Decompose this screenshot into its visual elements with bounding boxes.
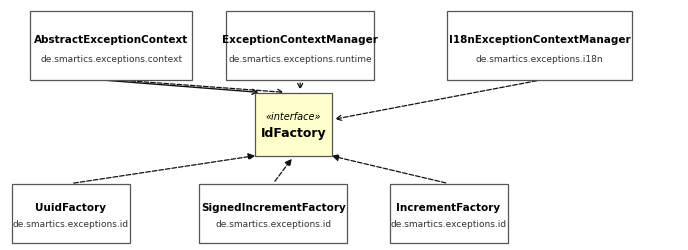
Text: de.smartics.exceptions.i18n: de.smartics.exceptions.i18n bbox=[475, 54, 603, 64]
FancyBboxPatch shape bbox=[30, 12, 193, 81]
FancyBboxPatch shape bbox=[12, 184, 130, 242]
Text: «interface»: «interface» bbox=[266, 111, 321, 121]
Text: UuidFactory: UuidFactory bbox=[36, 202, 107, 212]
Text: de.smartics.exceptions.context: de.smartics.exceptions.context bbox=[41, 54, 182, 64]
FancyBboxPatch shape bbox=[226, 12, 374, 81]
FancyBboxPatch shape bbox=[389, 184, 508, 242]
Text: de.smartics.exceptions.runtime: de.smartics.exceptions.runtime bbox=[228, 54, 372, 64]
Text: de.smartics.exceptions.id: de.smartics.exceptions.id bbox=[391, 219, 506, 228]
Text: I18nExceptionContextManager: I18nExceptionContextManager bbox=[449, 35, 630, 45]
FancyBboxPatch shape bbox=[199, 184, 347, 242]
Text: AbstractExceptionContext: AbstractExceptionContext bbox=[34, 35, 189, 45]
FancyBboxPatch shape bbox=[447, 12, 632, 81]
Text: ExceptionContextManager: ExceptionContextManager bbox=[222, 35, 378, 45]
Text: IncrementFactory: IncrementFactory bbox=[396, 202, 501, 212]
Text: de.smartics.exceptions.id: de.smartics.exceptions.id bbox=[215, 219, 331, 228]
Text: SignedIncrementFactory: SignedIncrementFactory bbox=[201, 202, 345, 212]
Text: IdFactory: IdFactory bbox=[261, 126, 326, 139]
Text: de.smartics.exceptions.id: de.smartics.exceptions.id bbox=[13, 219, 129, 228]
FancyBboxPatch shape bbox=[255, 93, 332, 157]
